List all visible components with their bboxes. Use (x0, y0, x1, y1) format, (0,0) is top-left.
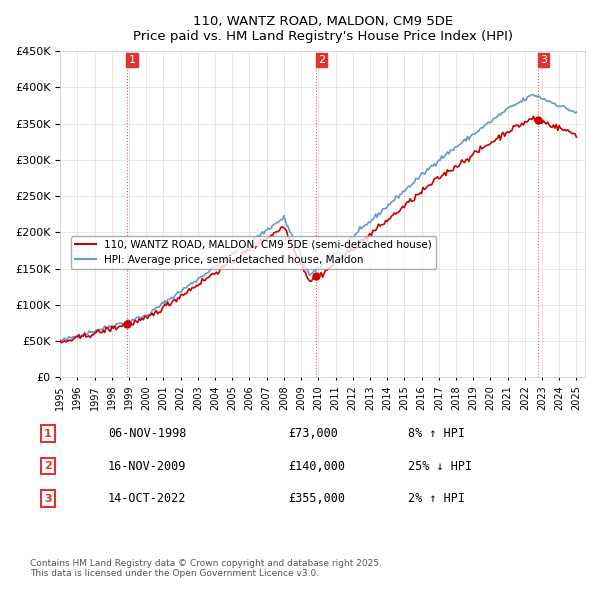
Text: 06-NOV-1998: 06-NOV-1998 (108, 427, 187, 440)
Text: 16-NOV-2009: 16-NOV-2009 (108, 460, 187, 473)
Text: £140,000: £140,000 (288, 460, 345, 473)
Text: 3: 3 (44, 494, 52, 503)
Title: 110, WANTZ ROAD, MALDON, CM9 5DE
Price paid vs. HM Land Registry's House Price I: 110, WANTZ ROAD, MALDON, CM9 5DE Price p… (133, 15, 512, 43)
Text: 1: 1 (128, 55, 136, 65)
Text: 2: 2 (318, 55, 325, 65)
Text: £355,000: £355,000 (288, 492, 345, 505)
Text: 25% ↓ HPI: 25% ↓ HPI (408, 460, 472, 473)
Text: 3: 3 (540, 55, 547, 65)
Text: 8% ↑ HPI: 8% ↑ HPI (408, 427, 465, 440)
Text: 14-OCT-2022: 14-OCT-2022 (108, 492, 187, 505)
Text: Contains HM Land Registry data © Crown copyright and database right 2025.
This d: Contains HM Land Registry data © Crown c… (30, 559, 382, 578)
Text: £73,000: £73,000 (288, 427, 338, 440)
Text: 2: 2 (44, 461, 52, 471)
Legend: 110, WANTZ ROAD, MALDON, CM9 5DE (semi-detached house), HPI: Average price, semi: 110, WANTZ ROAD, MALDON, CM9 5DE (semi-d… (71, 236, 436, 269)
Text: 1: 1 (44, 429, 52, 438)
Text: 2% ↑ HPI: 2% ↑ HPI (408, 492, 465, 505)
